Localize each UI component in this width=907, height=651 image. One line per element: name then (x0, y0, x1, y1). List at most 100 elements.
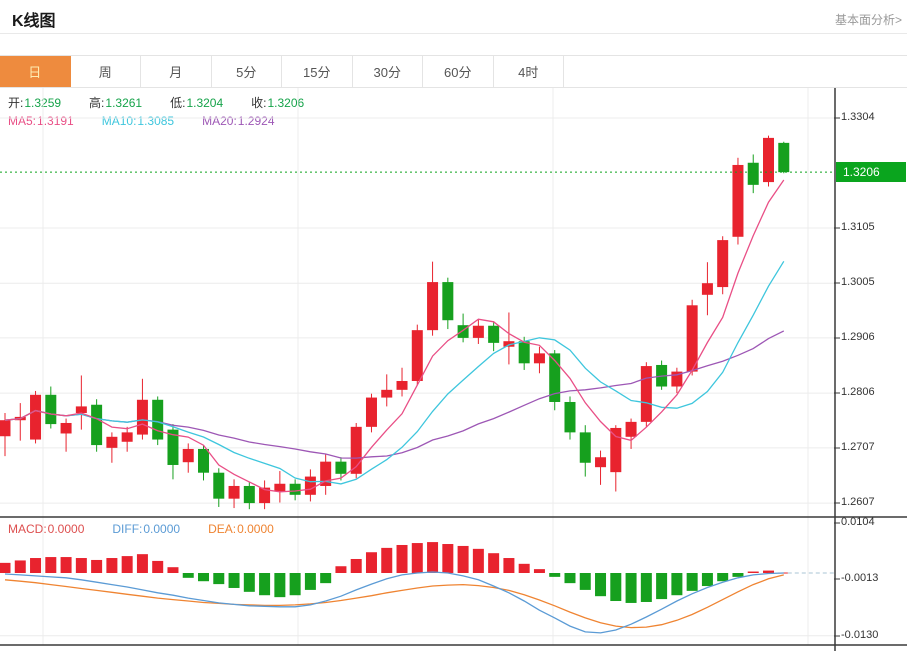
kline-chart-canvas[interactable] (0, 88, 907, 651)
header-divider (0, 33, 907, 34)
readout-item: 收:1.3206 (251, 96, 305, 110)
candle (533, 353, 545, 364)
candle (442, 282, 454, 321)
tab-m60[interactable]: 60分 (423, 56, 494, 87)
candle (0, 420, 11, 437)
diff-line (4, 571, 784, 634)
macd-hist-bar (518, 563, 530, 573)
macd-hist-bar (106, 558, 118, 573)
macd-hist-bar (396, 544, 408, 573)
candle (45, 394, 57, 425)
macd-hist-bar (763, 570, 774, 573)
tab-h4[interactable]: 4时 (493, 56, 564, 87)
macd-hist-bar (91, 559, 103, 573)
candle (747, 162, 759, 185)
macd-hist-bar (625, 573, 637, 603)
candle (243, 485, 255, 504)
macd-hist-bar (45, 557, 57, 573)
macd-hist-bar (365, 552, 377, 573)
macd-hist-bar (579, 573, 591, 590)
macd-hist-bar (182, 573, 194, 578)
macd-hist-bar (671, 573, 683, 596)
macd-hist-bar (320, 573, 332, 584)
candle (198, 448, 210, 473)
candle (106, 436, 118, 448)
y-axis-tick-label: 1.3304 (841, 111, 875, 123)
candle (304, 476, 316, 495)
readout-item: DIFF:0.0000 (112, 522, 181, 536)
candle (228, 485, 240, 499)
candle (503, 341, 515, 347)
macd-hist-bar (411, 543, 423, 573)
macd-hist-bar (503, 558, 515, 573)
macd-hist-bar (121, 556, 133, 573)
candle (778, 142, 790, 173)
macd-hist-bar (549, 573, 561, 577)
macd-hist-bar (701, 573, 713, 587)
ma5-line (4, 179, 785, 493)
candle (427, 282, 439, 331)
candle (732, 164, 744, 237)
y-axis-tick-label: -0.0130 (841, 629, 879, 641)
tab-week[interactable]: 周 (70, 56, 141, 87)
candle (152, 399, 164, 440)
y-axis-tick-label: 1.2707 (841, 441, 875, 453)
candle (763, 137, 774, 183)
candle (625, 421, 637, 437)
macd-hist-bar (198, 573, 210, 582)
macd-hist-bar (595, 573, 607, 597)
macd-hist-bar (259, 573, 271, 596)
candle (488, 325, 500, 343)
macd-hist-bar (533, 569, 545, 573)
candle (686, 305, 698, 372)
macd-hist-bar (274, 573, 286, 598)
candle (701, 283, 713, 295)
tab-day[interactable]: 日 (0, 56, 71, 87)
macd-hist-bar (457, 545, 469, 573)
candle (320, 461, 332, 486)
candle (182, 448, 194, 463)
y-axis-tick-label: -0.0013 (841, 572, 879, 584)
macd-hist-bar (14, 560, 26, 573)
macd-hist-bar (472, 548, 484, 573)
timeframe-tabbar: 日周月 5分 15分 30分 60分 4时 (0, 55, 907, 88)
fundamental-analysis-link[interactable]: 基本面分析> (834, 13, 902, 27)
candle (289, 483, 301, 495)
tab-m30[interactable]: 30分 (352, 56, 423, 87)
macd-hist-bar (717, 573, 729, 582)
candle (259, 487, 271, 504)
macd-hist-bar (30, 558, 42, 573)
y-axis-tick-label: 1.3005 (841, 276, 875, 288)
tab-m15[interactable]: 15分 (282, 56, 353, 87)
macd-hist-bar (243, 573, 255, 592)
candle (671, 371, 683, 387)
candle (396, 380, 408, 390)
candle (60, 422, 72, 434)
candle (335, 461, 347, 474)
candle (411, 330, 423, 381)
macd-hist-bar (304, 573, 316, 590)
macd-hist-bar (564, 573, 576, 584)
candle (136, 399, 148, 435)
candle (365, 397, 377, 427)
tab-month[interactable]: 月 (141, 56, 212, 87)
candle (121, 432, 133, 442)
candle (564, 401, 576, 433)
macd-hist-bar (289, 573, 301, 596)
dea-line (4, 574, 784, 629)
ohlc-readout: 开:1.3259 高:1.3261 低:1.3204 收:1.3206 (8, 94, 332, 111)
macd-hist-bar (656, 573, 668, 600)
readout-item: MACD:0.0000 (8, 522, 85, 536)
y-axis-tick-label: 1.2906 (841, 331, 875, 343)
candle (640, 366, 652, 422)
macd-hist-bar (136, 554, 148, 573)
macd-readout: MACD:0.0000 DIFF:0.0000 DEA:0.0000 (8, 522, 302, 536)
candle (549, 353, 561, 402)
macd-hist-bar (381, 547, 393, 573)
candle (518, 341, 530, 364)
candle (167, 429, 179, 465)
macd-hist-bar (442, 544, 454, 573)
readout-item: 低:1.3204 (170, 96, 224, 110)
tab-m5[interactable]: 5分 (211, 56, 282, 87)
